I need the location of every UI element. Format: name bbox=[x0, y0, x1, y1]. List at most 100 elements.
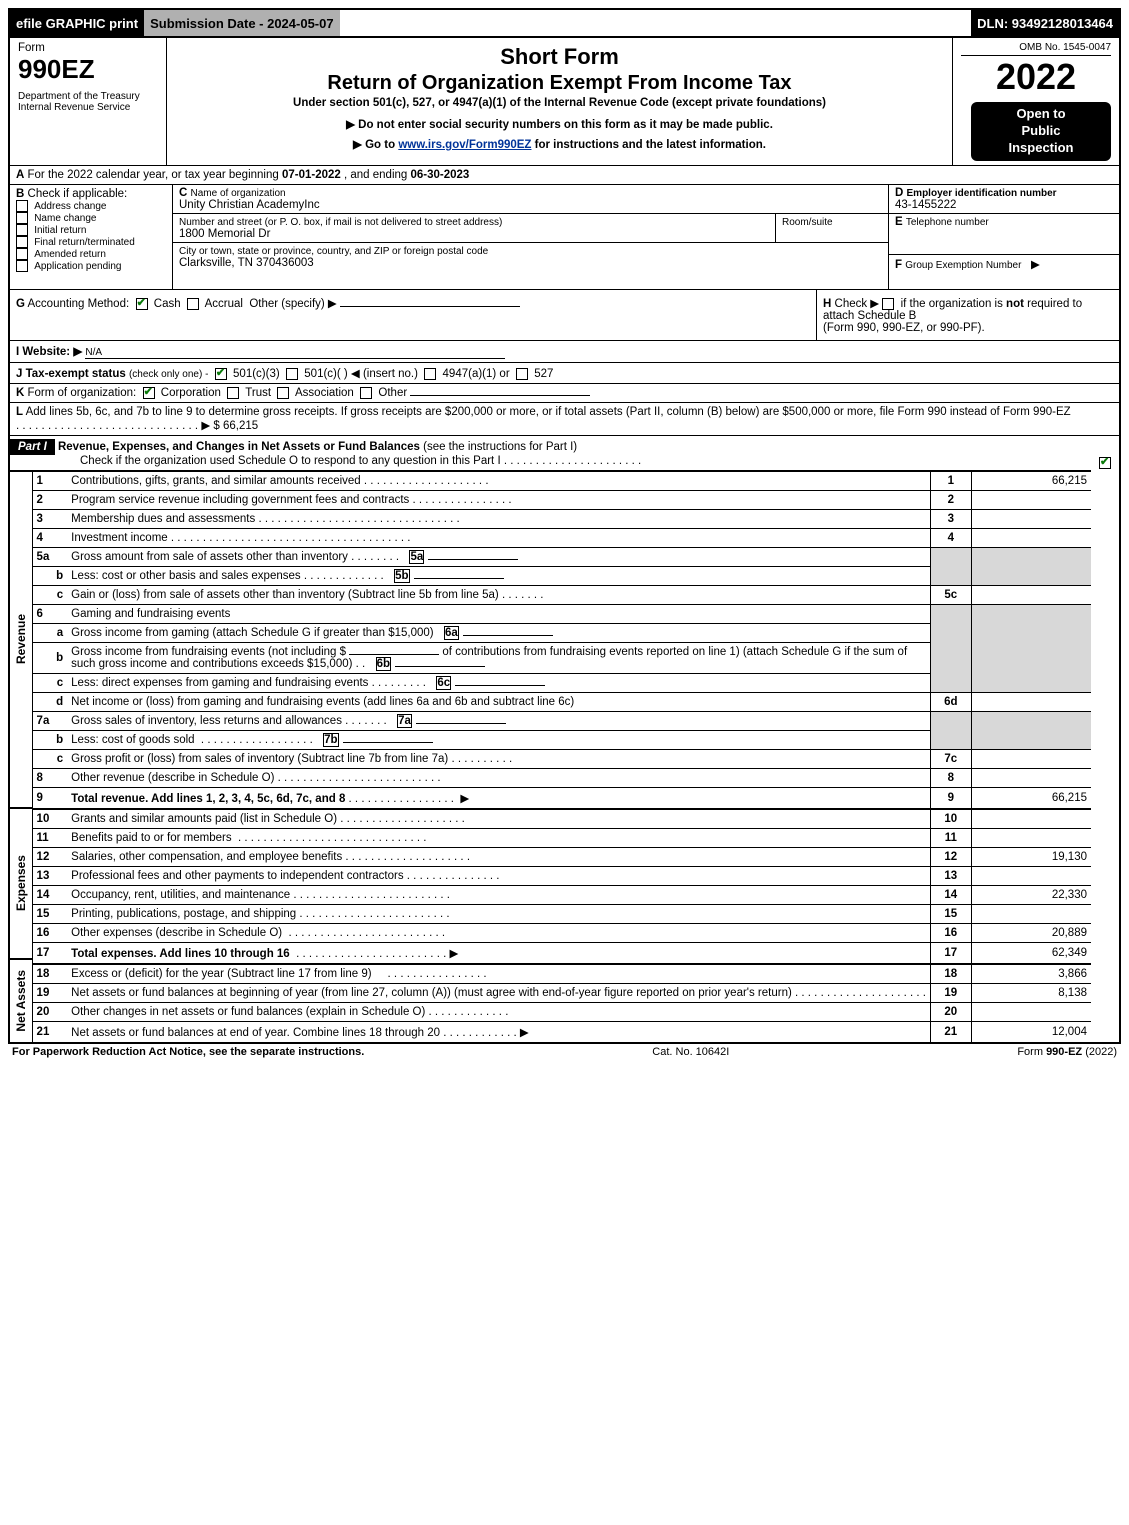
chk-accrual[interactable] bbox=[187, 298, 199, 310]
lbl-amended: Amended return bbox=[34, 249, 106, 260]
sec-k-label: Form of organization: bbox=[28, 387, 137, 399]
website-value: N/A bbox=[85, 347, 102, 358]
line-7c: cGross profit or (loss) from sales of in… bbox=[33, 749, 1091, 768]
irs-link[interactable]: www.irs.gov/Form990EZ bbox=[398, 139, 531, 151]
lbl-name-change: Name change bbox=[34, 213, 96, 224]
sec-c-city-label: City or town, state or province, country… bbox=[179, 246, 488, 257]
footer-center: Cat. No. 10642I bbox=[652, 1046, 729, 1058]
chk-corp[interactable] bbox=[143, 387, 155, 399]
chk-final-return[interactable] bbox=[16, 236, 28, 248]
title-left: Form 990EZ Department of the Treasury In… bbox=[10, 38, 167, 165]
line-12: 12Salaries, other compensation, and empl… bbox=[33, 847, 1091, 866]
lbl-corp: Corporation bbox=[161, 387, 221, 399]
chk-4947[interactable] bbox=[424, 368, 436, 380]
section-h: H Check ▶ if the organization is not req… bbox=[816, 290, 1119, 340]
side-revenue: Revenue bbox=[13, 610, 29, 668]
section-b: B Check if applicable: Address change Na… bbox=[10, 185, 173, 289]
irs-label: Internal Revenue Service bbox=[18, 102, 158, 113]
page-footer: For Paperwork Reduction Act Notice, see … bbox=[8, 1044, 1121, 1060]
sec-j-sub: (check only one) - bbox=[129, 369, 208, 380]
form-frame: Form 990EZ Department of the Treasury In… bbox=[8, 38, 1121, 1044]
side-expenses: Expenses bbox=[13, 851, 29, 915]
line-5b: bLess: cost or other basis and sales exp… bbox=[33, 566, 1091, 585]
inspect-2: Public bbox=[1021, 123, 1060, 138]
sec-h-text2: if the organization is bbox=[901, 298, 1006, 310]
letter-f: F bbox=[895, 259, 902, 271]
letter-d: D bbox=[895, 187, 903, 199]
efile-label[interactable]: efile GRAPHIC print bbox=[10, 10, 144, 36]
letter-g: G bbox=[16, 298, 25, 310]
subtitle: Under section 501(c), 527, or 4947(a)(1)… bbox=[175, 97, 944, 109]
chk-app-pending[interactable] bbox=[16, 260, 28, 272]
chk-name-change[interactable] bbox=[16, 212, 28, 224]
lbl-other-specify: Other (specify) ▶ bbox=[249, 298, 336, 310]
sec-h-not: not bbox=[1006, 298, 1024, 310]
letter-i: I bbox=[16, 346, 19, 358]
lbl-final-return: Final return/terminated bbox=[34, 237, 135, 248]
part-i-check-text: Check if the organization used Schedule … bbox=[10, 455, 501, 467]
part-i-title: Revenue, Expenses, and Changes in Net As… bbox=[58, 441, 420, 453]
note-link-post: for instructions and the latest informat… bbox=[535, 139, 766, 151]
line-11: 11Benefits paid to or for members . . . … bbox=[33, 828, 1091, 847]
chk-schedule-b[interactable] bbox=[882, 298, 894, 310]
other-specify-input[interactable] bbox=[340, 306, 520, 307]
chk-cash[interactable] bbox=[136, 298, 148, 310]
lbl-assoc: Association bbox=[295, 387, 354, 399]
section-l: L Add lines 5b, 6c, and 7b to line 9 to … bbox=[10, 402, 1119, 435]
chk-schedule-o[interactable] bbox=[1099, 457, 1111, 469]
chk-address-change[interactable] bbox=[16, 200, 28, 212]
other-org-input[interactable] bbox=[410, 395, 590, 396]
section-c: C Name of organization Unity Christian A… bbox=[173, 185, 888, 289]
lines-table: 1Contributions, gifts, grants, and simil… bbox=[33, 472, 1091, 1042]
top-bar: efile GRAPHIC print Submission Date - 20… bbox=[8, 8, 1121, 38]
chk-527[interactable] bbox=[516, 368, 528, 380]
line-14: 14Occupancy, rent, utilities, and mainte… bbox=[33, 885, 1091, 904]
line-4: 4Investment income . . . . . . . . . . .… bbox=[33, 528, 1091, 547]
chk-other-org[interactable] bbox=[360, 387, 372, 399]
sec-h-text1: Check ▶ bbox=[835, 298, 883, 310]
sec-a-end: 06-30-2023 bbox=[411, 169, 470, 181]
line-6: 6Gaming and fundraising events bbox=[33, 604, 1091, 623]
sec-f-label: Group Exemption Number bbox=[905, 260, 1021, 271]
lbl-app-pending: Application pending bbox=[34, 261, 121, 272]
chk-trust[interactable] bbox=[227, 387, 239, 399]
note-ssn: ▶ Do not enter social security numbers o… bbox=[175, 117, 944, 131]
lbl-address-change: Address change bbox=[34, 201, 106, 212]
line-16: 16Other expenses (describe in Schedule O… bbox=[33, 923, 1091, 942]
line-5c: cGain or (loss) from sale of assets othe… bbox=[33, 585, 1091, 604]
title-return: Return of Organization Exempt From Incom… bbox=[175, 72, 944, 95]
chk-501c3[interactable] bbox=[215, 368, 227, 380]
section-j: J Tax-exempt status (check only one) - 5… bbox=[10, 362, 1119, 383]
chk-501c[interactable] bbox=[286, 368, 298, 380]
section-k: K Form of organization: Corporation Trus… bbox=[10, 383, 1119, 402]
line-15: 15Printing, publications, postage, and s… bbox=[33, 904, 1091, 923]
topbar-spacer bbox=[340, 10, 972, 36]
tax-year: 2022 bbox=[961, 56, 1111, 98]
lines-block: Revenue Expenses Net Assets 1Contributio… bbox=[10, 470, 1091, 1042]
dept-treasury: Department of the Treasury bbox=[18, 91, 158, 102]
line-20: 20Other changes in net assets or fund ba… bbox=[33, 1002, 1091, 1021]
part-i-label: Part I bbox=[10, 439, 55, 455]
lbl-527: 527 bbox=[534, 368, 553, 380]
sec-l-arrow: ▶ $ bbox=[201, 420, 219, 432]
org-street: 1800 Memorial Dr bbox=[179, 228, 270, 240]
dln-label: DLN: 93492128013464 bbox=[971, 10, 1119, 36]
chk-assoc[interactable] bbox=[277, 387, 289, 399]
line-2: 2Program service revenue including gover… bbox=[33, 490, 1091, 509]
letter-l: L bbox=[16, 406, 23, 418]
form-word: Form bbox=[18, 42, 158, 54]
sec-c-room-label: Room/suite bbox=[782, 217, 833, 228]
sec-h-text4: (Form 990, 990-EZ, or 990-PF). bbox=[823, 322, 985, 334]
chk-initial-return[interactable] bbox=[16, 224, 28, 236]
footer-right: Form 990-EZ (2022) bbox=[1017, 1046, 1117, 1058]
sec-c-name-label: Name of organization bbox=[191, 188, 286, 199]
title-right: OMB No. 1545-0047 2022 Open to Public In… bbox=[952, 38, 1119, 165]
chk-amended[interactable] bbox=[16, 248, 28, 260]
inspection-pill: Open to Public Inspection bbox=[971, 102, 1111, 161]
letter-a: A bbox=[16, 169, 24, 181]
sec-e-label: Telephone number bbox=[906, 217, 989, 228]
line-7b: bLess: cost of goods sold . . . . . . . … bbox=[33, 730, 1091, 749]
section-a: A For the 2022 calendar year, or tax yea… bbox=[10, 165, 1119, 184]
sec-l-text: Add lines 5b, 6c, and 7b to line 9 to de… bbox=[26, 406, 1071, 418]
lbl-501c3: 501(c)(3) bbox=[233, 368, 280, 380]
